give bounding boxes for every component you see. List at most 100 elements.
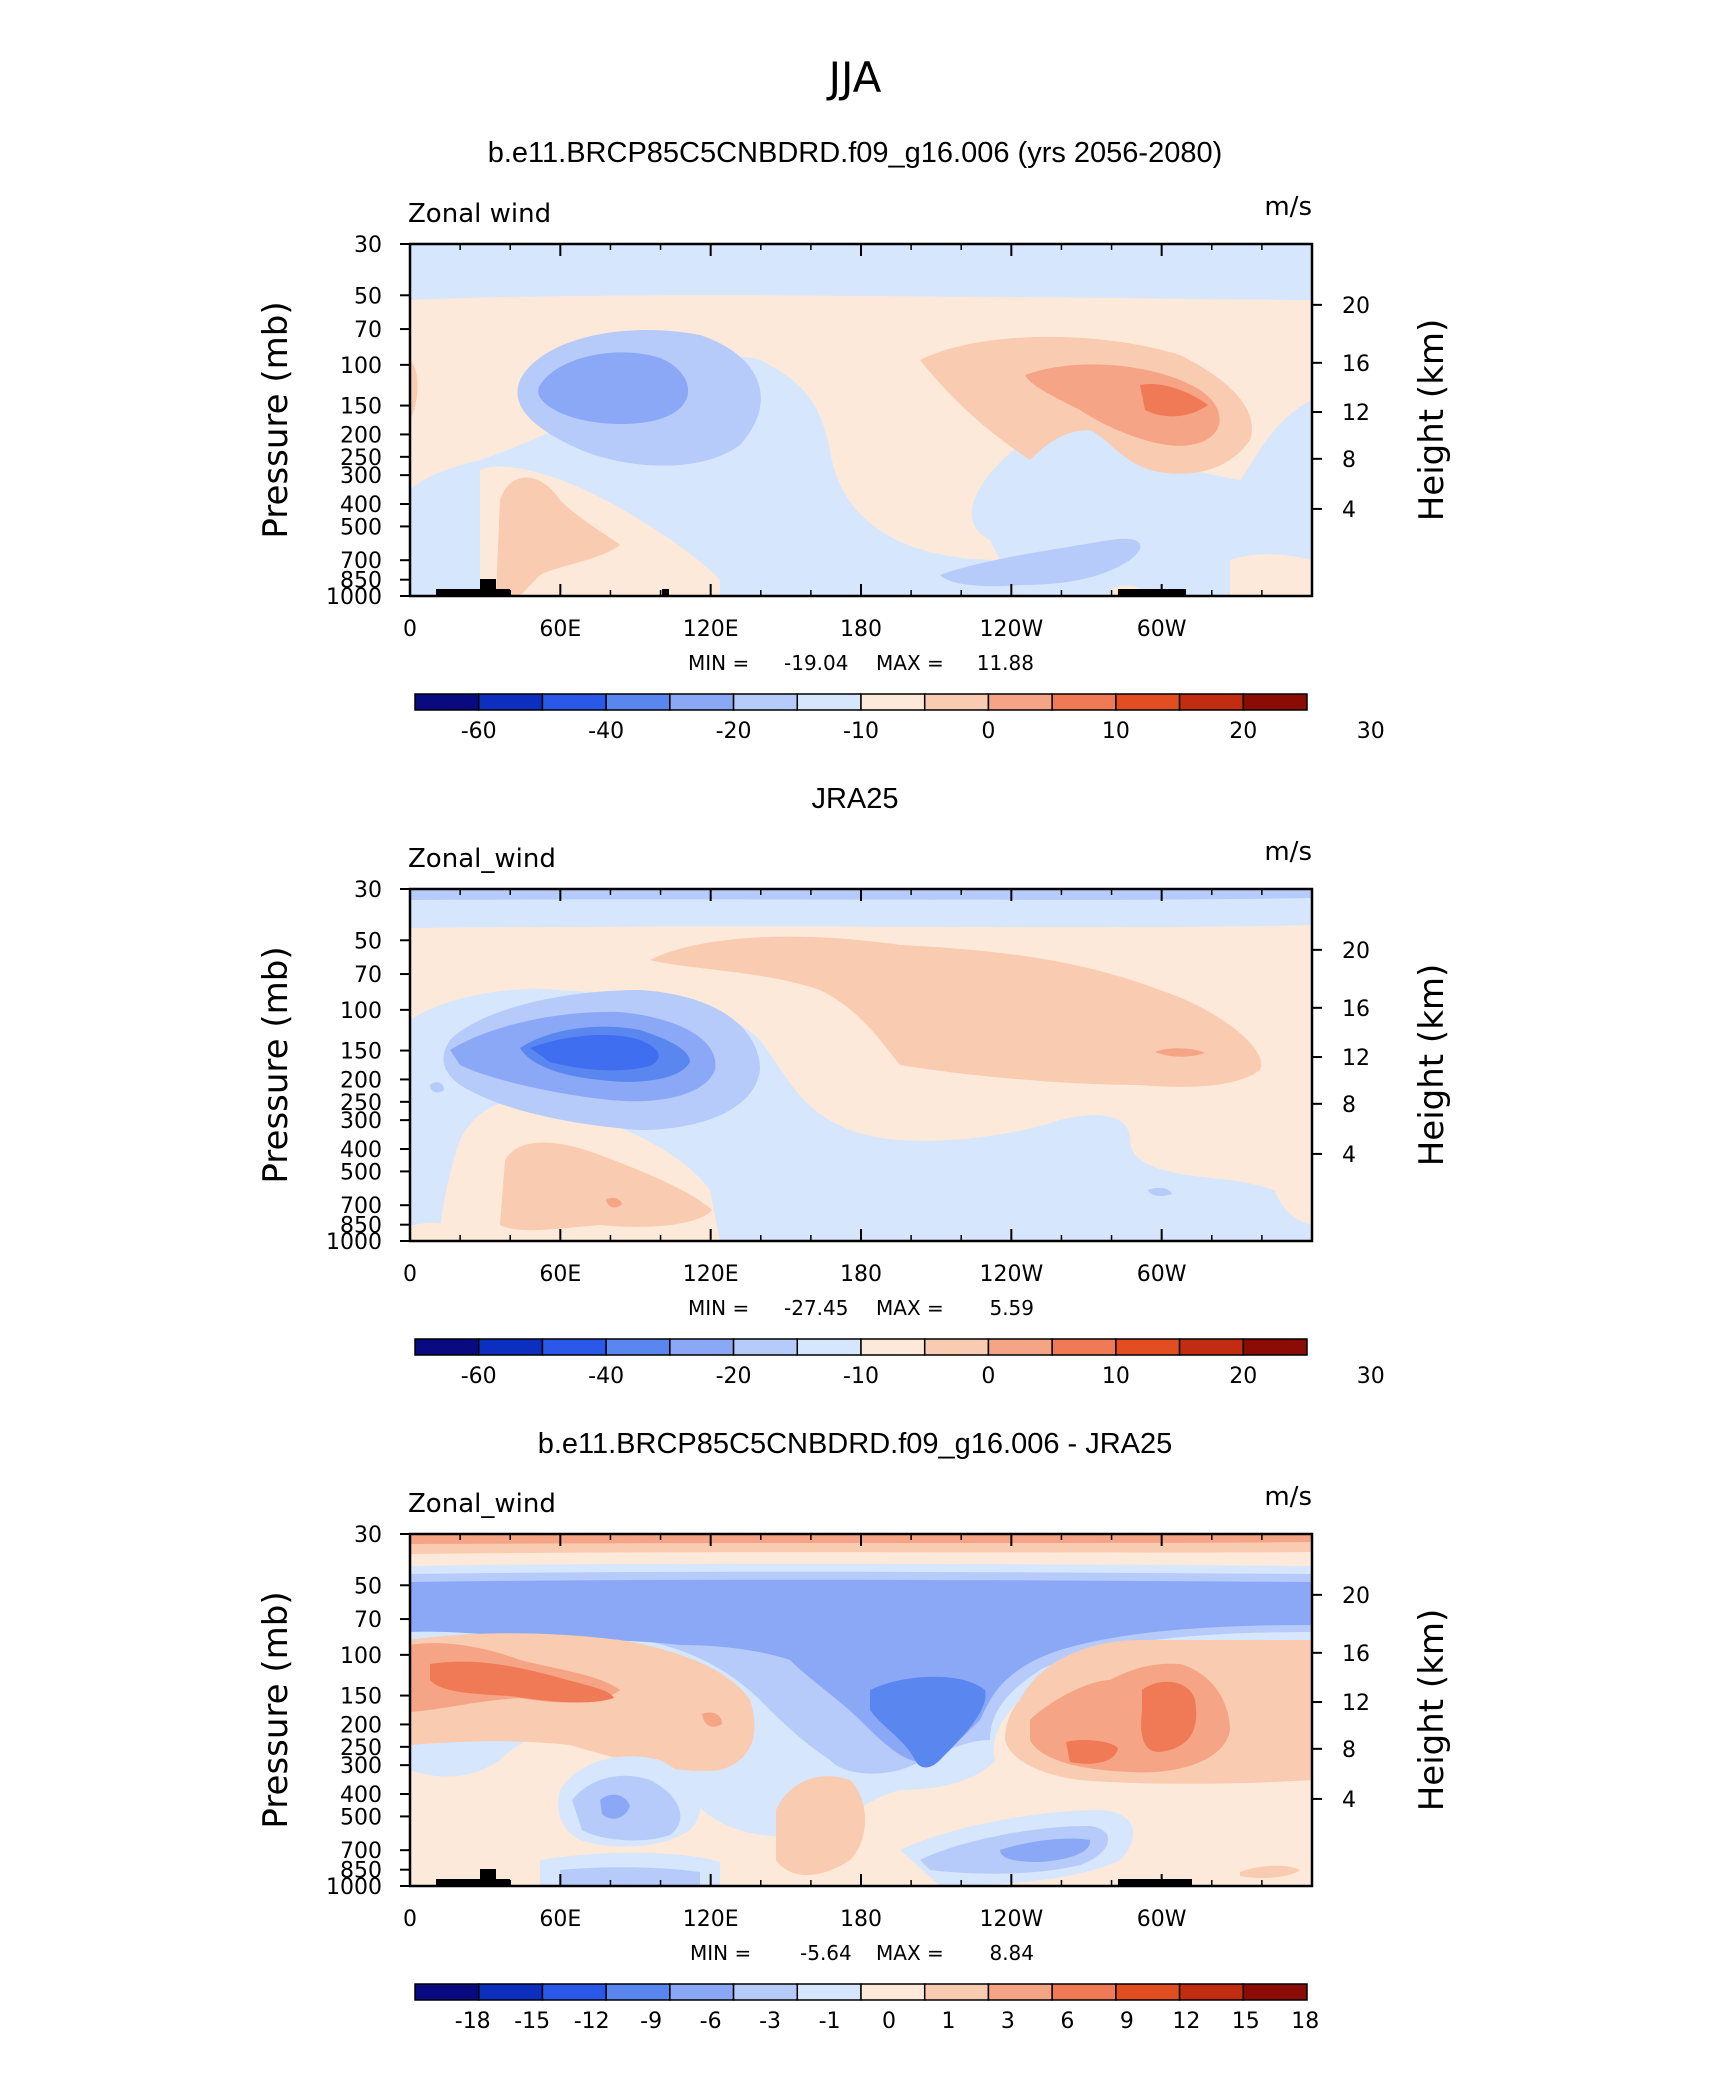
panel-2: JRA25 Zonal_wind m/s bbox=[256, 783, 1452, 1389]
panel-3-colorbar: -18 -15 -12 -9 -6 -3 -1 0 1 3 6 9 12 15 18 bbox=[414, 1983, 1319, 2034]
colorbar-label: -1 bbox=[819, 2009, 841, 2034]
colorbar-box bbox=[669, 693, 735, 711]
colorbar-box bbox=[987, 1338, 1053, 1356]
colorbar-box bbox=[541, 1338, 607, 1356]
colorbar-box bbox=[669, 1983, 735, 2001]
x-tick-label: 180 bbox=[840, 1907, 882, 1932]
y-tick-label: 200 bbox=[340, 1713, 382, 1738]
figure-title: JJA bbox=[826, 53, 882, 102]
y-tick-label: 70 bbox=[354, 318, 382, 343]
y-tick-label: 50 bbox=[354, 929, 382, 954]
colorbar-box bbox=[1178, 1338, 1245, 1356]
colorbar-box bbox=[1178, 693, 1245, 711]
colorbar-label: -60 bbox=[461, 1364, 497, 1389]
colorbar-box bbox=[605, 693, 671, 711]
colorbar-box bbox=[541, 1983, 607, 2001]
colorbar-box bbox=[1242, 1983, 1308, 2001]
x-tick-label: 180 bbox=[840, 1262, 882, 1287]
colorbar-label: -10 bbox=[843, 1364, 879, 1389]
colorbar-label: -20 bbox=[716, 1364, 752, 1389]
colorbar-box bbox=[732, 1983, 799, 2001]
height-tick-label: 12 bbox=[1342, 401, 1370, 426]
panel-3-min-value: -5.64 bbox=[800, 1941, 852, 1965]
panel-1-title: b.e11.BRCP85C5CNBDRD.f09_g16.006 (yrs 20… bbox=[488, 137, 1223, 169]
colorbar-box bbox=[1115, 1338, 1181, 1356]
colorbar-label: 20 bbox=[1229, 719, 1257, 744]
colorbar-label: 0 bbox=[981, 719, 995, 744]
colorbar-box bbox=[860, 1338, 926, 1356]
colorbar-box bbox=[860, 693, 926, 711]
y-tick-label: 50 bbox=[354, 284, 382, 309]
colorbar-label: -60 bbox=[461, 719, 497, 744]
y-tick-label: 700 bbox=[340, 1839, 382, 1864]
colorbar-box bbox=[732, 1338, 799, 1356]
y-tick-label: 400 bbox=[340, 1138, 382, 1163]
panel-3-stats: MIN = -5.64 MAX = 8.84 bbox=[690, 1941, 1034, 1965]
y-tick-label: 30 bbox=[354, 233, 382, 258]
y-tick-label: 700 bbox=[340, 549, 382, 574]
panel-1: b.e11.BRCP85C5CNBDRD.f09_g16.006 (yrs 20… bbox=[256, 137, 1452, 744]
y-tick-label: 400 bbox=[340, 1783, 382, 1808]
panel-1-max-value: 11.88 bbox=[977, 651, 1034, 675]
colorbar-box bbox=[1051, 693, 1117, 711]
panel-1-min-label: MIN = bbox=[688, 651, 749, 675]
y-tick-label: 250 bbox=[340, 1736, 382, 1761]
colorbar-box bbox=[796, 1983, 862, 2001]
height-tick-label: 4 bbox=[1342, 1143, 1356, 1168]
x-tick-label: 180 bbox=[840, 617, 882, 642]
panel-2-max-label: MAX = bbox=[876, 1296, 944, 1320]
colorbar-label: 12 bbox=[1172, 2009, 1200, 2034]
colorbar-box bbox=[477, 1338, 544, 1356]
x-tick-label: 60E bbox=[539, 1262, 581, 1287]
colorbar-box bbox=[923, 693, 990, 711]
colorbar-box bbox=[1115, 1983, 1181, 2001]
panel-2-contour-field bbox=[410, 889, 1312, 1241]
colorbar-box bbox=[414, 1338, 480, 1356]
colorbar-label: -40 bbox=[588, 1364, 624, 1389]
panel-2-stats: MIN = -27.45 MAX = 5.59 bbox=[688, 1296, 1034, 1320]
x-tick-label: 60E bbox=[539, 617, 581, 642]
panel-1-variable-label: Zonal wind bbox=[408, 199, 551, 229]
y-tick-label: 100 bbox=[340, 354, 382, 379]
y-tick-label: 500 bbox=[340, 1805, 382, 1830]
panel-1-units: m/s bbox=[1264, 192, 1312, 222]
colorbar-box bbox=[1115, 693, 1181, 711]
colorbar-box bbox=[923, 1983, 990, 2001]
y-axis-title-left: Pressure (mb) bbox=[256, 1591, 296, 1828]
height-tick-label: 8 bbox=[1342, 1093, 1356, 1118]
colorbar-box bbox=[860, 1983, 926, 2001]
panel-2-min-label: MIN = bbox=[688, 1296, 749, 1320]
colorbar-box bbox=[1242, 1338, 1308, 1356]
colorbar-box bbox=[1051, 1338, 1117, 1356]
y-axis-title-right: Height (km) bbox=[1412, 319, 1452, 522]
y-axis-title-right: Height (km) bbox=[1412, 1609, 1452, 1812]
colorbar-label: -3 bbox=[759, 2009, 781, 2034]
colorbar-box bbox=[669, 1338, 735, 1356]
height-tick-label: 8 bbox=[1342, 448, 1356, 473]
panel-1-contour-field bbox=[410, 244, 1312, 596]
y-tick-label: 400 bbox=[340, 493, 382, 518]
panel-3: b.e11.BRCP85C5CNBDRD.f09_g16.006 - JRA25… bbox=[256, 1428, 1452, 2034]
panel-2-variable-label: Zonal_wind bbox=[408, 844, 556, 874]
x-tick-label: 60W bbox=[1137, 617, 1187, 642]
colorbar-box bbox=[1051, 1983, 1117, 2001]
colorbar-box bbox=[987, 1983, 1053, 2001]
y-tick-label: 100 bbox=[340, 999, 382, 1024]
colorbar-label: 18 bbox=[1291, 2009, 1319, 2034]
colorbar-label: -9 bbox=[640, 2009, 662, 2034]
x-tick-label: 0 bbox=[403, 617, 417, 642]
colorbar-box bbox=[414, 693, 480, 711]
y-tick-label: 300 bbox=[340, 1754, 382, 1779]
x-tick-label: 60E bbox=[539, 1907, 581, 1932]
y-axis-title-left: Pressure (mb) bbox=[256, 946, 296, 1183]
colorbar-box bbox=[541, 693, 607, 711]
y-tick-label: 500 bbox=[340, 1160, 382, 1185]
colorbar-box bbox=[923, 1338, 990, 1356]
colorbar-label: 1 bbox=[941, 2009, 955, 2034]
y-tick-label: 250 bbox=[340, 446, 382, 471]
x-tick-label: 120W bbox=[979, 617, 1043, 642]
colorbar-label: 10 bbox=[1102, 719, 1130, 744]
y-tick-label: 700 bbox=[340, 1194, 382, 1219]
